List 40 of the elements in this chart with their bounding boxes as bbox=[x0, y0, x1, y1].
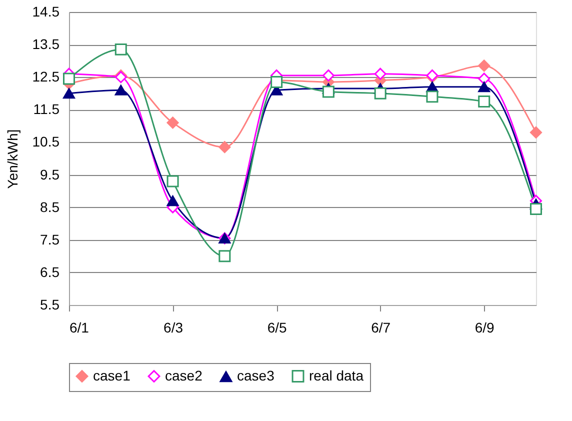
legend-label: case2 bbox=[165, 367, 203, 384]
point bbox=[218, 250, 231, 262]
y-tick-label: 12.5 bbox=[32, 68, 60, 85]
point bbox=[374, 68, 386, 80]
point bbox=[478, 72, 490, 85]
point bbox=[426, 90, 438, 103]
point bbox=[166, 116, 179, 129]
y-axis-title: Yen/kWh] bbox=[4, 129, 20, 189]
x-tick-label: 6/7 bbox=[371, 320, 391, 336]
point bbox=[114, 43, 127, 56]
point bbox=[478, 96, 490, 108]
point bbox=[374, 87, 386, 100]
point bbox=[322, 69, 334, 82]
y-tick-label: 7.5 bbox=[40, 231, 60, 248]
point bbox=[322, 86, 334, 98]
x-tick-label: 6/9 bbox=[474, 320, 495, 336]
point bbox=[478, 60, 490, 72]
point bbox=[530, 126, 542, 138]
x-tick-label: 6/5 bbox=[267, 320, 287, 336]
point bbox=[63, 88, 75, 99]
y-tick-label: 9.5 bbox=[40, 166, 60, 182]
point bbox=[530, 202, 542, 215]
y-tick-label: 6.5 bbox=[40, 264, 60, 280]
point bbox=[218, 141, 231, 154]
legend-label: case3 bbox=[237, 368, 275, 384]
y-tick-label: 10.5 bbox=[32, 134, 60, 150]
y-tick-label: 14.5 bbox=[32, 4, 60, 20]
legend-label: case1 bbox=[93, 367, 131, 384]
point bbox=[63, 72, 75, 85]
y-tick-label: 8.5 bbox=[40, 198, 60, 215]
x-tick-label: 6/1 bbox=[70, 320, 90, 336]
point bbox=[166, 196, 179, 206]
legend-label: real data bbox=[309, 367, 364, 384]
point bbox=[114, 84, 127, 96]
y-tick-label: 13.5 bbox=[32, 36, 60, 52]
y-tick-label: 5.5 bbox=[40, 296, 60, 312]
point bbox=[478, 82, 490, 92]
point bbox=[166, 175, 179, 188]
y-tick-label: 11.5 bbox=[33, 101, 60, 118]
x-tick-label: 6/3 bbox=[164, 320, 184, 336]
